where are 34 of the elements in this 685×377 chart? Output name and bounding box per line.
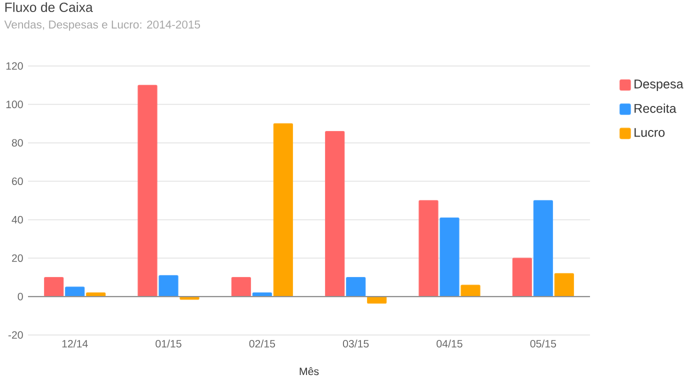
y-tick-label: -20 bbox=[8, 331, 23, 339]
bar bbox=[418, 200, 438, 297]
y-tick-label: 20 bbox=[12, 254, 23, 262]
x-axis-title: Mês bbox=[300, 367, 319, 376]
bar bbox=[231, 277, 252, 297]
y-tick-label: 0 bbox=[18, 292, 23, 300]
bar bbox=[533, 200, 554, 297]
bar bbox=[346, 277, 366, 297]
x-tick-label: 03/15 bbox=[342, 340, 369, 348]
bar bbox=[554, 273, 574, 297]
legend-label: Despesa bbox=[634, 80, 684, 91]
y-tick-label: 80 bbox=[12, 139, 23, 147]
bar bbox=[460, 284, 480, 297]
chart-subtitle: Vendas, Despesas e Lucro: 2014-2015 bbox=[4, 20, 200, 31]
bar bbox=[158, 275, 178, 297]
bar bbox=[325, 130, 345, 297]
bar bbox=[138, 84, 158, 297]
x-tick-label: 01/15 bbox=[156, 340, 182, 348]
bar bbox=[65, 286, 85, 297]
x-tick-label: 05/15 bbox=[530, 340, 556, 348]
y-tick-label: 100 bbox=[6, 100, 23, 108]
legend-label: Lucro bbox=[634, 128, 665, 137]
bar bbox=[512, 258, 532, 297]
x-tick-label: 04/15 bbox=[436, 340, 462, 348]
x-tick-label: 12/14 bbox=[62, 340, 88, 348]
chart-title: Fluxo de Caixa bbox=[5, 2, 93, 12]
bar bbox=[440, 217, 460, 297]
legend-label: Receita bbox=[634, 104, 676, 113]
bar bbox=[273, 123, 294, 297]
y-tick-label: 120 bbox=[6, 62, 23, 70]
x-tick-label: 02/15 bbox=[249, 340, 276, 348]
bar bbox=[44, 277, 64, 297]
y-tick-label: 60 bbox=[12, 178, 23, 186]
y-tick-label: 40 bbox=[12, 216, 23, 224]
